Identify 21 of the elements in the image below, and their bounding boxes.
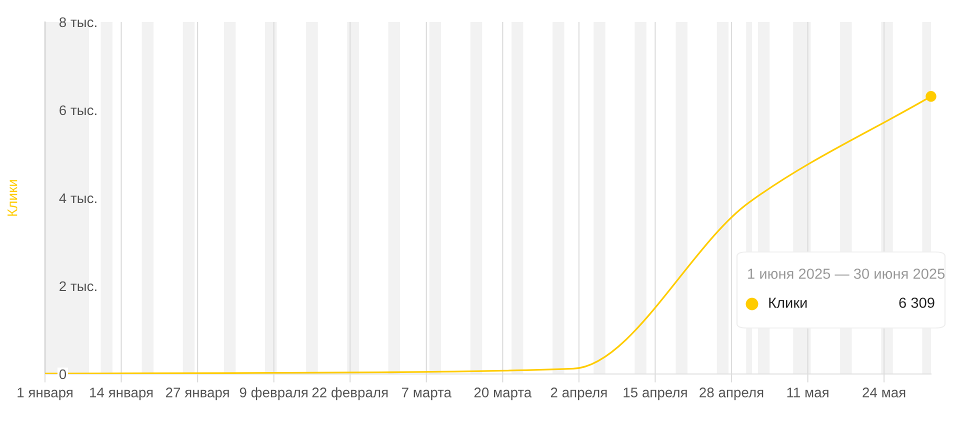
y-tick-label: 0 bbox=[59, 369, 66, 380]
y-tick-label: 2 тыс. bbox=[60, 281, 96, 292]
x-tick-label: 27 января bbox=[166, 388, 229, 400]
x-tick-label: 20 марта bbox=[474, 388, 532, 400]
legend-title: 1 июня 2025 — 30 июня 2025 bbox=[748, 268, 945, 279]
y-axis-title: Клики bbox=[8, 180, 18, 216]
x-tick-label: 14 января bbox=[90, 388, 153, 400]
x-tick-label: 22 февраля bbox=[312, 387, 388, 400]
x-tick-label: 15 апреля bbox=[624, 388, 687, 400]
x-tick-label: 28 апреля bbox=[700, 388, 764, 400]
x-tick-label: 24 мая bbox=[862, 388, 906, 398]
x-tick-label: 2 апреля bbox=[550, 388, 607, 400]
x-tick-label: 11 мая bbox=[787, 388, 828, 398]
annotation: 6 309 bbox=[899, 298, 934, 308]
y-tick-label: 8 тыс. bbox=[59, 17, 96, 28]
x-tick-label: 7 марта bbox=[402, 388, 452, 400]
x-tick-label: 9 февраля bbox=[240, 387, 308, 400]
legend-label: Клики bbox=[769, 298, 807, 308]
x-tick-label: 1 января bbox=[18, 388, 72, 400]
y-tick-label: 4 тыс. bbox=[59, 193, 96, 204]
y-tick-label: 6 тыс. bbox=[60, 105, 96, 116]
